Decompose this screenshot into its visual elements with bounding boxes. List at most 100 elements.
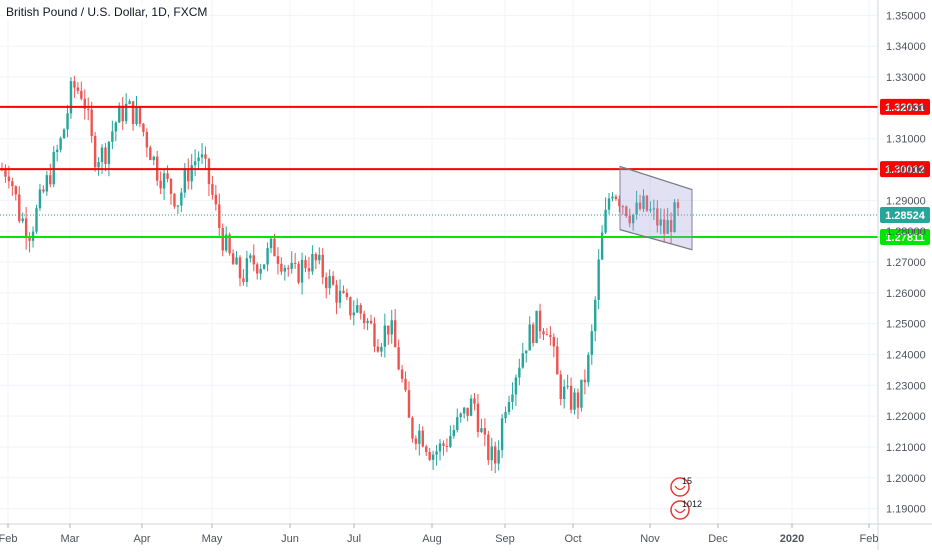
candle-body [604,209,607,233]
candle-body [21,218,24,222]
x-tick-label: Feb [0,533,17,545]
candle-body [121,105,124,122]
candle-body [349,297,352,316]
candle-body [176,205,180,207]
candle-body [169,178,173,194]
candle-body [462,407,466,414]
candle-body [42,189,45,192]
candle-body [538,310,542,332]
candle-body [618,199,621,207]
candle-body [97,162,100,168]
candle-body [45,175,49,192]
candle-body [335,284,338,303]
candle-body [273,238,276,257]
candle-body [459,413,462,418]
flag-icon [670,500,690,520]
y-tick-label: 1.23000 [886,380,926,392]
candle-body [193,161,197,166]
y-tick-label: 1.21000 [886,442,926,454]
candle-body [214,194,218,205]
candle-body [166,173,169,179]
level-line-layer: 1.32031 1.30012 1.27811 1.28524 [0,98,930,246]
candle-layer [0,75,680,474]
candle-body [476,403,480,433]
candle-body [221,228,224,251]
x-tick-label: 2020 [780,533,804,545]
candle-body [473,398,476,404]
candle-body [18,194,21,222]
candle-body [138,106,142,124]
candle-body [104,147,107,165]
candle-body [528,324,531,351]
candle-body [400,369,404,379]
candle-body [228,234,231,254]
candle-body [525,350,528,354]
candle-body [269,238,273,249]
candle-body [297,263,300,283]
candle-body [576,392,580,408]
candle-body [597,259,600,300]
resistance-price-tag [880,98,930,115]
y-tick-label: 1.24000 [886,349,926,361]
candle-body [135,106,138,125]
candle-body [625,206,628,216]
candle-body [238,257,242,279]
candle-body [587,354,590,383]
flag-count-label: 15 [682,476,692,486]
y-tick-label: 1.27000 [886,257,926,269]
candle-body [611,196,614,199]
candle-body [149,147,152,161]
last-price-tag [880,207,930,224]
y-tick-label: 1.22000 [886,411,926,423]
candle-body [231,253,235,265]
candle-body [197,157,200,162]
support-price-label: 1.27811 [885,232,924,244]
candle-body [397,347,400,370]
candle-body [359,305,362,314]
candle-body [187,169,190,182]
candle-body [55,149,59,152]
candle-body [52,151,55,185]
candle-body [521,353,524,368]
candle-body [635,202,638,215]
candle-body [207,158,211,185]
candle-body [638,202,642,209]
channel-upper-line [619,165,693,191]
candle-body [362,313,366,323]
candle-body [676,202,680,208]
candle-body [407,390,411,418]
candle-body [328,276,331,289]
candle-body [614,196,618,200]
candle-body [652,208,656,210]
candle-body [435,451,438,455]
x-tick-label: Sep [495,533,515,545]
candle-body [642,195,645,209]
candle-body [469,398,473,416]
last-price-label: 1.28524 [885,210,926,222]
candle-body [131,101,135,125]
candle-body [445,446,449,448]
candle-body [38,189,42,209]
candle-body [418,430,421,444]
candle-body [14,186,17,195]
candle-body [59,138,62,150]
candle-body [480,428,483,433]
candle-body [649,209,652,211]
candle-body [511,394,514,403]
candle-body [252,255,255,265]
candle-body [280,263,283,272]
flag-icon [670,477,690,497]
candle-body [552,336,556,347]
candle-body [311,253,314,272]
candle-body [628,215,631,224]
candle-body [531,324,535,343]
x-tick-label: Feb [860,533,879,545]
candle-body [549,334,552,337]
chart-title: British Pound / U.S. Dollar, 1D, FXCM [4,4,210,20]
candle-body [100,147,104,163]
y-tick-label: 1.32000 [886,103,926,115]
candle-body [183,169,186,193]
candle-body [631,214,635,224]
candle-body [483,428,487,435]
